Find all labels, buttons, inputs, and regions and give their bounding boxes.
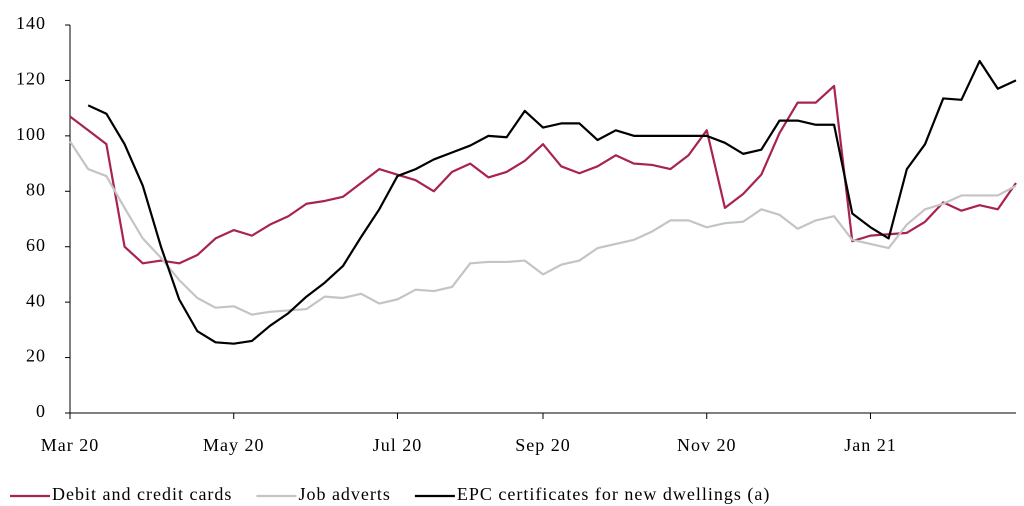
series-line [69,84,1017,265]
y-tick-label: 120 [16,69,46,89]
x-tick-label: Jan 21 [844,435,897,455]
x-tick-label: May 20 [203,435,265,455]
y-tick-label: 60 [26,235,46,255]
x-tick-label: Sep 20 [515,435,571,455]
legend-label: Debit and credit cards [52,484,232,504]
legend-label: EPC certificates for new dwellings (a) [457,484,770,505]
y-tick-label: 40 [26,290,46,310]
x-tick-label: Jul 20 [373,435,423,455]
y-tick-label: 80 [26,179,46,199]
x-tick-label: Nov 20 [677,435,737,455]
y-tick-label: 100 [16,124,46,144]
legend-label: Job adverts [298,484,390,504]
x-tick-label: Mar 20 [41,435,100,455]
y-tick-label: 0 [36,401,46,421]
series-line [87,59,1017,345]
series-line [69,140,1017,316]
y-tick-label: 140 [16,13,46,33]
y-tick-label: 20 [26,346,46,366]
